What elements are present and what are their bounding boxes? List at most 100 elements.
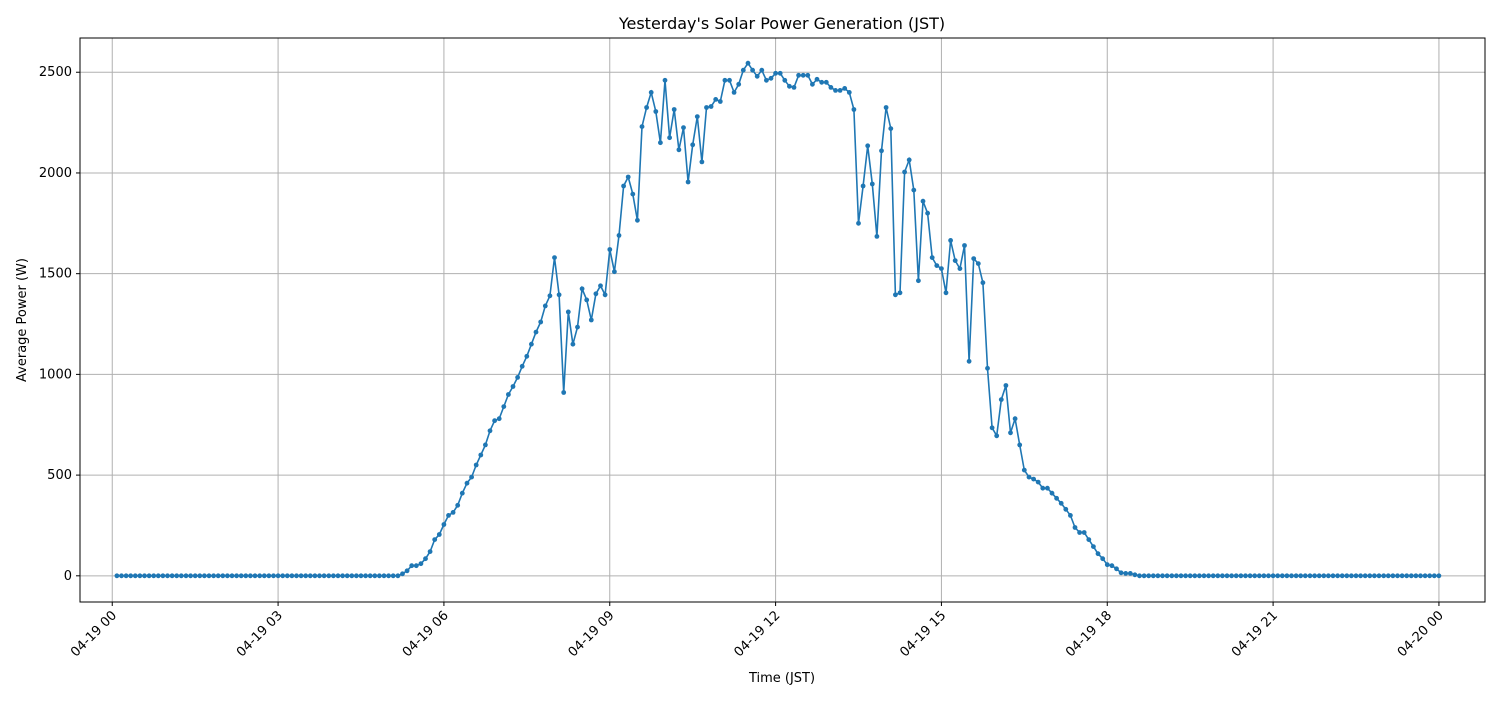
- data-point: [372, 573, 378, 579]
- data-point: [1100, 556, 1106, 562]
- data-point: [754, 73, 760, 79]
- data-point: [197, 573, 203, 579]
- data-point: [1275, 573, 1281, 579]
- data-point: [1238, 573, 1244, 579]
- series-line: [116, 61, 1439, 577]
- data-point: [547, 293, 553, 299]
- data-point: [768, 75, 774, 81]
- data-point: [962, 243, 967, 248]
- data-point: [796, 72, 801, 78]
- data-point: [395, 573, 401, 579]
- data-point: [119, 573, 124, 579]
- data-point: [192, 573, 198, 579]
- data-point: [985, 365, 990, 371]
- data-point: [616, 233, 622, 238]
- data-point: [326, 573, 332, 579]
- data-point: [1321, 573, 1327, 579]
- data-point: [1123, 571, 1129, 576]
- data-point: [409, 563, 415, 569]
- data-point: [911, 187, 917, 193]
- y-tick-label: 500: [47, 468, 72, 483]
- data-point: [542, 303, 548, 309]
- data-point: [1063, 506, 1069, 512]
- data-point: [681, 125, 686, 130]
- data-point: [1229, 573, 1234, 579]
- data-point: [828, 85, 834, 90]
- data-point: [492, 418, 497, 424]
- data-point: [607, 247, 613, 252]
- data-point: [1146, 573, 1152, 579]
- data-point: [759, 67, 765, 73]
- data-point: [598, 283, 603, 289]
- data-point: [1418, 573, 1423, 579]
- data-point: [160, 573, 166, 579]
- data-point: [1201, 573, 1207, 579]
- data-point: [1224, 573, 1230, 579]
- data-point: [483, 442, 488, 448]
- data-point: [1344, 573, 1350, 579]
- data-point: [427, 549, 433, 554]
- data-point: [1362, 573, 1368, 579]
- data-point: [386, 573, 391, 579]
- data-point: [1072, 525, 1078, 530]
- data-point: [1293, 573, 1299, 579]
- data-point: [957, 266, 963, 271]
- data-point: [469, 474, 474, 480]
- data-point: [865, 143, 871, 149]
- data-point: [1040, 485, 1046, 491]
- data-point: [699, 159, 705, 165]
- data-point: [639, 124, 645, 129]
- data-point: [1026, 474, 1032, 480]
- data-point: [1169, 573, 1175, 579]
- data-point: [1302, 573, 1308, 579]
- data-point: [151, 573, 157, 579]
- data-point: [165, 573, 170, 579]
- data-point: [1385, 573, 1391, 579]
- data-point: [123, 573, 129, 579]
- x-tick-label: 04-19 03: [234, 608, 286, 660]
- data-point: [980, 280, 986, 286]
- data-point: [275, 573, 281, 579]
- data-point: [321, 573, 327, 579]
- data-point: [685, 179, 691, 185]
- data-point: [750, 67, 755, 73]
- data-point: [261, 573, 267, 579]
- data-point: [722, 77, 728, 83]
- data-point: [883, 105, 889, 110]
- data-point: [1390, 573, 1396, 579]
- data-point: [487, 428, 493, 434]
- data-point: [358, 573, 364, 579]
- grid: [80, 38, 1485, 602]
- y-tick-label: 1500: [39, 267, 72, 282]
- data-point: [1316, 573, 1322, 579]
- data-point: [1187, 573, 1193, 579]
- data-point: [202, 573, 207, 579]
- data-point: [916, 278, 921, 284]
- data-point: [625, 174, 631, 180]
- data-point: [1114, 566, 1119, 572]
- data-point: [989, 425, 995, 431]
- data-point: [280, 573, 286, 579]
- data-point: [648, 90, 654, 95]
- data-point: [1210, 573, 1216, 579]
- data-point: [1298, 573, 1304, 579]
- data-point: [257, 573, 263, 579]
- data-point: [1436, 573, 1442, 579]
- data-point: [860, 183, 866, 189]
- data-point: [1284, 573, 1290, 579]
- data-point: [1197, 573, 1202, 579]
- data-point: [842, 86, 848, 91]
- data-point: [533, 329, 539, 335]
- data-point: [335, 573, 341, 579]
- data-point: [243, 573, 249, 579]
- data-point: [658, 140, 663, 146]
- data-point: [1395, 573, 1400, 579]
- data-point: [1178, 573, 1184, 579]
- data-point: [1031, 476, 1036, 482]
- data-point: [459, 490, 465, 496]
- y-tick-label: 2000: [39, 166, 72, 181]
- y-axis: 0 500 1000 1500 2000 2500: [39, 65, 80, 584]
- data-point: [1358, 573, 1363, 579]
- data-point: [782, 77, 788, 83]
- data-point: [1058, 500, 1064, 506]
